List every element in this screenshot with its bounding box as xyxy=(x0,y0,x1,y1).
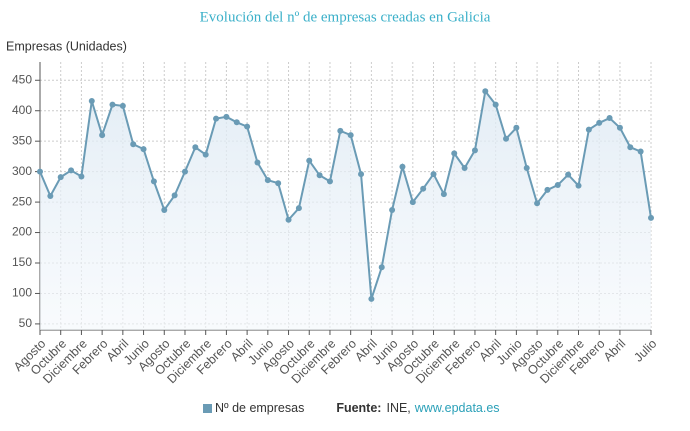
point xyxy=(37,168,43,175)
x-tick-label: Julio xyxy=(631,337,659,365)
point xyxy=(254,159,261,166)
point xyxy=(399,163,406,170)
area xyxy=(40,91,651,331)
legend-swatch xyxy=(203,404,212,413)
point xyxy=(171,192,178,199)
point xyxy=(565,171,572,178)
point xyxy=(461,164,468,171)
point xyxy=(575,182,582,189)
point xyxy=(347,132,354,139)
point xyxy=(326,178,333,185)
point xyxy=(337,127,344,134)
source-label: Fuente: xyxy=(336,401,381,415)
point xyxy=(471,147,478,154)
chart-title: Evolución del nº de empresas creadas en … xyxy=(200,9,491,25)
point xyxy=(233,119,240,126)
point xyxy=(389,207,396,214)
y-axis-label: Empresas (Unidades) xyxy=(6,39,127,53)
point xyxy=(544,186,551,193)
point xyxy=(430,171,437,178)
point xyxy=(119,102,126,109)
point xyxy=(606,115,613,122)
point xyxy=(554,182,561,189)
point xyxy=(585,126,592,133)
point xyxy=(264,177,271,184)
point xyxy=(150,178,157,185)
point xyxy=(181,168,188,175)
y-tick-label: 450 xyxy=(12,72,32,86)
point xyxy=(223,113,230,120)
y-tick-label: 100 xyxy=(12,286,32,300)
point xyxy=(503,135,510,142)
point xyxy=(275,180,282,187)
point xyxy=(295,205,302,212)
y-tick-label: 150 xyxy=(12,255,32,269)
point xyxy=(161,207,168,214)
y-tick-label: 350 xyxy=(12,133,32,147)
point xyxy=(627,144,634,151)
point xyxy=(482,88,489,95)
point xyxy=(57,174,64,181)
y-tick-label: 300 xyxy=(12,164,32,178)
point xyxy=(88,97,95,104)
point xyxy=(358,171,365,178)
point xyxy=(596,119,603,126)
point xyxy=(109,101,116,108)
source: INE, xyxy=(386,401,410,415)
legend-label: Nº de empresas xyxy=(215,401,304,415)
point xyxy=(378,264,385,271)
y-tick-label: 50 xyxy=(19,316,33,330)
point xyxy=(534,200,541,207)
point xyxy=(409,199,416,206)
point xyxy=(440,191,447,198)
footer: Nº de empresas Fuente: INE, www.epdata.es xyxy=(215,401,500,415)
point xyxy=(140,146,147,153)
point xyxy=(316,172,323,179)
point xyxy=(451,150,458,157)
point xyxy=(637,148,644,155)
y-tick-label: 400 xyxy=(12,103,32,117)
point xyxy=(648,214,654,221)
point xyxy=(244,123,251,130)
point xyxy=(492,101,499,108)
point xyxy=(47,193,54,199)
point xyxy=(420,185,427,192)
point xyxy=(130,141,137,148)
source-link[interactable]: www.epdata.es xyxy=(414,401,500,415)
point xyxy=(513,124,520,131)
point xyxy=(306,157,313,164)
point xyxy=(213,115,220,122)
point xyxy=(78,173,85,180)
x-tick-label: Abril xyxy=(601,337,629,365)
plot-area: 50100150200250300350400450AgostoOctubreD… xyxy=(11,62,659,386)
point xyxy=(616,124,623,131)
point xyxy=(192,144,199,151)
y-tick-label: 250 xyxy=(12,194,32,208)
point xyxy=(202,151,209,158)
y-tick-label: 200 xyxy=(12,225,32,239)
point xyxy=(523,164,530,171)
point xyxy=(285,216,292,223)
point xyxy=(68,167,75,174)
point xyxy=(99,132,106,139)
point xyxy=(368,295,375,302)
